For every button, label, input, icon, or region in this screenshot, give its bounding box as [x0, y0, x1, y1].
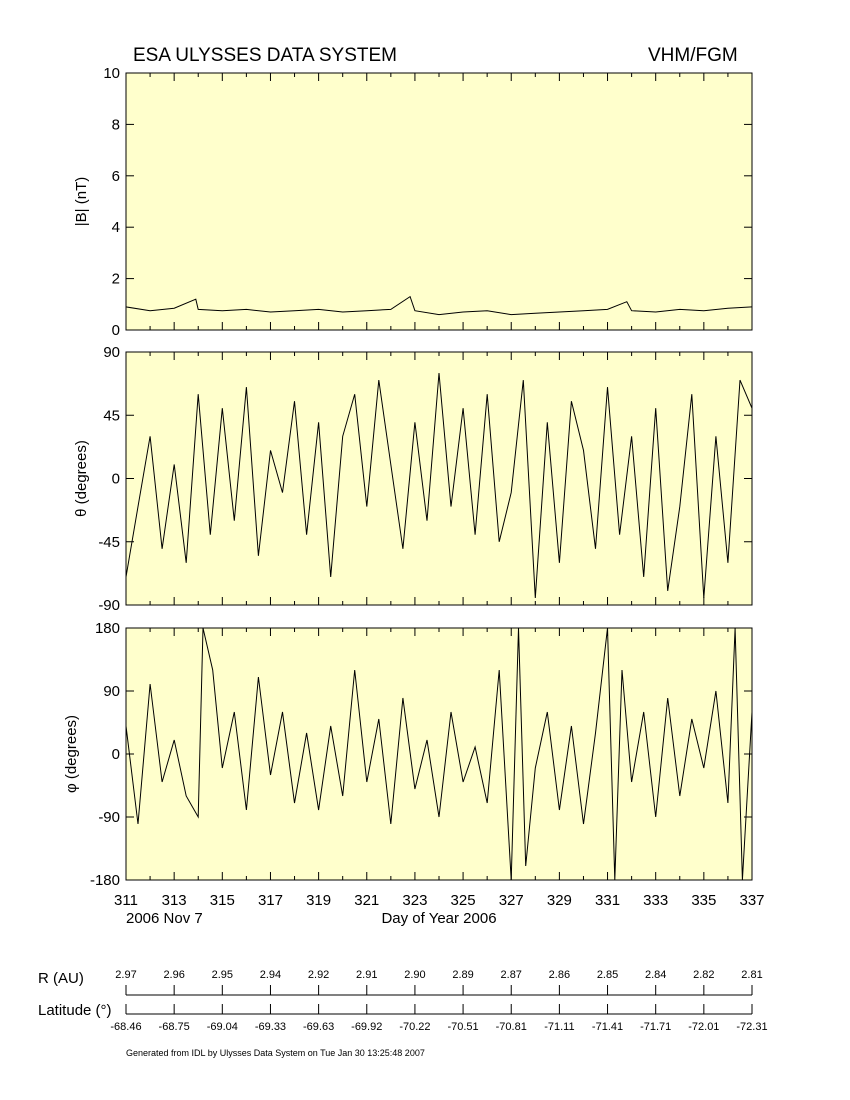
y-tick-label: 6	[112, 168, 120, 185]
panel-frame	[125, 72, 753, 331]
lat-value: -71.71	[640, 1021, 671, 1033]
y-tick-label: 180	[95, 620, 120, 637]
r-value: 2.90	[404, 969, 425, 981]
y-tick-label: 90	[103, 344, 120, 361]
y-tick-label: 90	[103, 683, 120, 700]
x-tick-label: 313	[162, 892, 187, 909]
x-tick-label: 311	[114, 892, 138, 909]
lat-value: -68.75	[159, 1021, 190, 1033]
y-tick-label: 0	[112, 322, 120, 339]
lat-value: -72.31	[736, 1021, 767, 1033]
lat-value: -69.04	[207, 1021, 238, 1033]
y-axis-title: |B| (nT)	[73, 177, 90, 226]
r-value: 2.85	[597, 969, 618, 981]
y-tick-label: 0	[112, 471, 120, 488]
y-tick-label: -90	[98, 809, 120, 826]
x-tick-label: 329	[547, 892, 572, 909]
x-tick-label: 315	[210, 892, 235, 909]
r-au-label: R (AU)	[38, 970, 84, 987]
y-tick-label: 45	[103, 407, 120, 424]
r-value: 2.87	[501, 969, 522, 981]
x-tick-label: 331	[595, 892, 620, 909]
x-tick-label: 321	[354, 892, 379, 909]
r-value: 2.82	[693, 969, 714, 981]
y-axis-title: θ (degrees)	[73, 440, 90, 517]
r-value: 2.96	[163, 969, 184, 981]
panel-frame	[125, 627, 753, 881]
lat-value: -69.92	[351, 1021, 382, 1033]
r-value: 2.89	[452, 969, 473, 981]
date-label: 2006 Nov 7	[126, 910, 203, 927]
x-tick-label: 337	[739, 892, 764, 909]
lat-value: -70.81	[496, 1021, 527, 1033]
x-tick-label: 323	[402, 892, 427, 909]
x-tick-label: 319	[306, 892, 331, 909]
lat-value: -69.33	[255, 1021, 286, 1033]
instrument-label: VHM/FGM	[648, 45, 738, 66]
y-tick-label: 2	[112, 271, 120, 288]
chart-title: ESA ULYSSES DATA SYSTEM	[133, 45, 397, 66]
y-tick-label: 0	[112, 746, 120, 763]
y-tick-label: -45	[98, 534, 120, 551]
y-tick-label: -180	[90, 872, 120, 889]
r-value: 2.86	[549, 969, 570, 981]
y-tick-label: 10	[103, 65, 120, 82]
y-tick-label: -90	[98, 597, 120, 614]
series-line	[125, 373, 753, 599]
x-axis-title: Day of Year 2006	[381, 910, 496, 927]
x-tick-label: 335	[691, 892, 716, 909]
lat-value: -68.46	[110, 1021, 141, 1033]
lat-value: -70.51	[447, 1021, 478, 1033]
x-tick-label: 327	[499, 892, 524, 909]
lat-value: -71.11	[544, 1021, 574, 1033]
r-value: 2.94	[260, 969, 281, 981]
latitude-label: Latitude (°)	[38, 1002, 112, 1019]
lat-value: -69.63	[303, 1021, 334, 1033]
lat-value: -70.22	[399, 1021, 430, 1033]
x-tick-label: 333	[643, 892, 668, 909]
y-tick-label: 4	[112, 219, 120, 236]
series-line	[125, 295, 753, 316]
x-tick-label: 317	[258, 892, 283, 909]
y-axis-title: φ (degrees)	[63, 715, 80, 793]
x-tick-label: 325	[451, 892, 476, 909]
y-tick-label: 8	[112, 116, 120, 133]
lat-value: -71.41	[592, 1021, 623, 1033]
r-value: 2.92	[308, 969, 329, 981]
r-value: 2.81	[741, 969, 762, 981]
footer-note: Generated from IDL by Ulysses Data Syste…	[126, 1048, 425, 1058]
series-line	[125, 627, 753, 881]
panel-frame	[125, 351, 753, 606]
r-value: 2.95	[212, 969, 233, 981]
lat-value: -72.01	[688, 1021, 719, 1033]
r-value: 2.84	[645, 969, 666, 981]
r-value: 2.97	[115, 969, 136, 981]
r-value: 2.91	[356, 969, 377, 981]
